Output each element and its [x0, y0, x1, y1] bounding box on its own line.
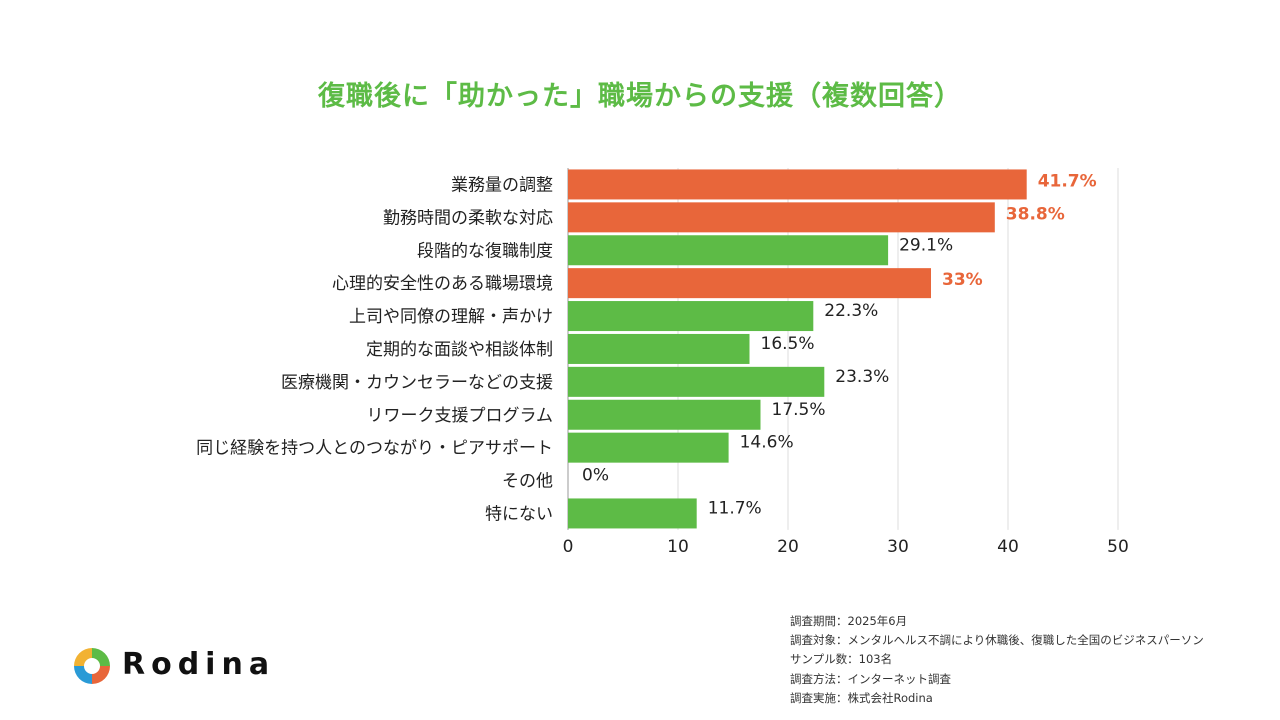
data-label: 23.3% [835, 367, 889, 387]
data-label: 0% [582, 466, 609, 486]
category-label: リワーク支援プログラム [367, 406, 554, 426]
category-label: 業務量の調整 [451, 175, 553, 195]
category-label: 同じ経験を持つ人とのつながり・ピアサポート [196, 439, 553, 459]
data-label: 11.7% [708, 498, 762, 518]
x-tick-label: 30 [887, 537, 909, 557]
note-conductor: 調査実施：株式会社Rodina [790, 690, 933, 705]
bar [568, 432, 729, 463]
bar [568, 498, 697, 529]
bar [568, 366, 825, 397]
category-label: 上司や同僚の理解・声かけ [349, 307, 553, 327]
bar [568, 333, 750, 364]
x-tick-label: 50 [1107, 537, 1129, 557]
chart-title: 復職後に「助かった」職場からの支援（複数回答） [318, 81, 962, 112]
data-label: 29.1% [899, 235, 953, 255]
data-label: 33% [942, 270, 983, 290]
category-label: 段階的な復職制度 [417, 241, 553, 261]
data-label: 38.8% [1006, 204, 1065, 224]
data-label: 41.7% [1038, 171, 1097, 191]
bar [568, 268, 931, 299]
bar [568, 301, 814, 332]
category-label: 医療機関・カウンセラーなどの支援 [281, 373, 553, 393]
note-period: 調査期間：2025年6月 [790, 614, 908, 628]
data-label: 14.6% [740, 433, 794, 453]
note-sample-size: サンプル数：103名 [790, 652, 893, 667]
x-tick-label: 20 [777, 537, 799, 557]
x-tick-label: 0 [563, 537, 574, 557]
data-label: 17.5% [772, 400, 826, 420]
category-label: 心理的安全性のある職場環境 [332, 274, 553, 294]
x-tick-label: 10 [667, 537, 689, 557]
rodina-logo: Rodina [72, 644, 302, 692]
bar [568, 202, 995, 233]
note-method: 調査方法：インターネット調査 [790, 671, 951, 686]
bar [568, 169, 1027, 200]
bar [568, 399, 761, 430]
data-label: 22.3% [824, 301, 878, 321]
data-label: 16.5% [761, 334, 815, 354]
logo-text: Rodina [122, 647, 276, 682]
note-target: 調査対象：メンタルヘルス不調により休職後、復職した全国のビジネスパーソン [790, 633, 1204, 648]
survey-notes: 調査期間：2025年6月 調査対象：メンタルヘルス不調により休職後、復職した全国… [790, 612, 1204, 708]
category-label: 特にない [485, 504, 553, 524]
category-label: 定期的な面談や相談体制 [366, 340, 553, 360]
x-tick-label: 40 [997, 537, 1019, 557]
category-label: その他 [502, 472, 553, 492]
category-label: 勤務時間の柔軟な対応 [383, 208, 553, 228]
rodina-logo-icon [74, 648, 110, 684]
bar [568, 235, 889, 266]
bar-chart: 業務量の調整 41.7% 勤務時間の柔軟な対応 38.8% 段階的な復職制度 29.1% 心… [196, 168, 1129, 557]
